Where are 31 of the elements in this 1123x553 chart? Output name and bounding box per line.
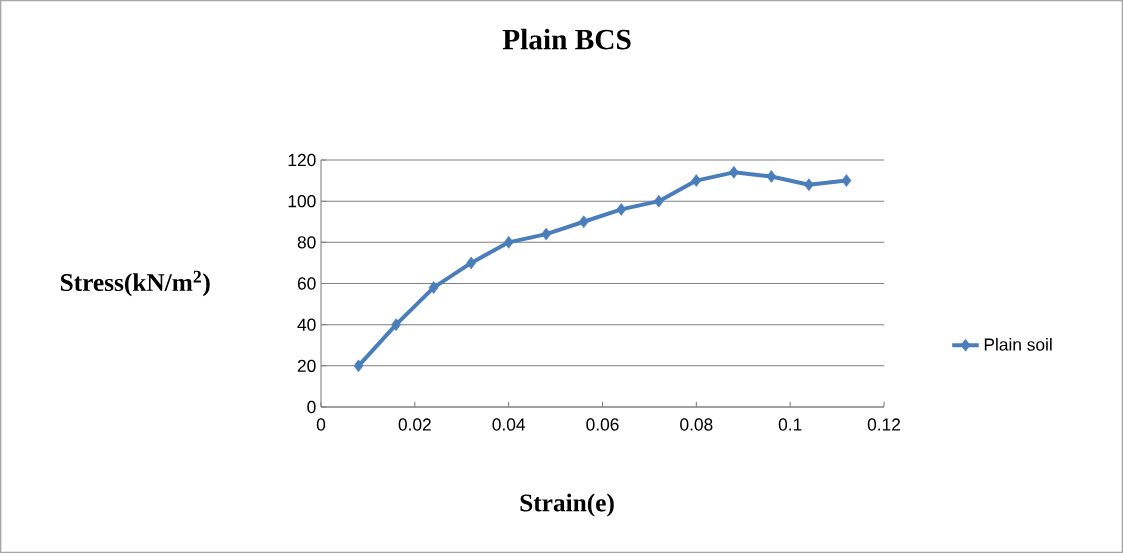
y-tick-label: 100 — [288, 195, 316, 208]
y-tick-label: 120 — [288, 153, 316, 167]
y-tick-label: 40 — [297, 318, 316, 331]
point — [391, 318, 401, 332]
point — [653, 194, 664, 208]
x-tick-label: 0.08 — [680, 418, 713, 431]
x-tick-label: 0.04 — [492, 418, 526, 431]
y-tick-label: 0 — [307, 400, 316, 414]
x-axis-title: Strain(e) — [520, 493, 614, 517]
x-tick-label: 0 — [316, 418, 326, 431]
point — [729, 166, 739, 179]
x-tick-label: 0.12 — [867, 418, 900, 431]
point — [541, 227, 552, 241]
x-tick-label: 0.06 — [586, 418, 619, 431]
point — [578, 215, 589, 229]
y-tick-label: 60 — [297, 277, 316, 290]
x-tick-label: 0.02 — [398, 418, 431, 431]
point — [353, 359, 364, 373]
x-tick-label: 0.1 — [778, 418, 802, 431]
y-axis-title: Stress(kN/m$^{2}$) — [60, 270, 210, 297]
legend-label: Plain soil — [984, 337, 1052, 351]
point — [466, 256, 476, 270]
point — [766, 170, 777, 183]
point — [503, 235, 514, 249]
point — [804, 178, 814, 192]
point — [428, 281, 439, 294]
point — [691, 174, 702, 187]
chart-title: Plain BCS — [502, 28, 631, 50]
point — [616, 203, 627, 216]
y-tick-label: 20 — [297, 359, 316, 372]
y-tick-label: 80 — [297, 236, 316, 249]
